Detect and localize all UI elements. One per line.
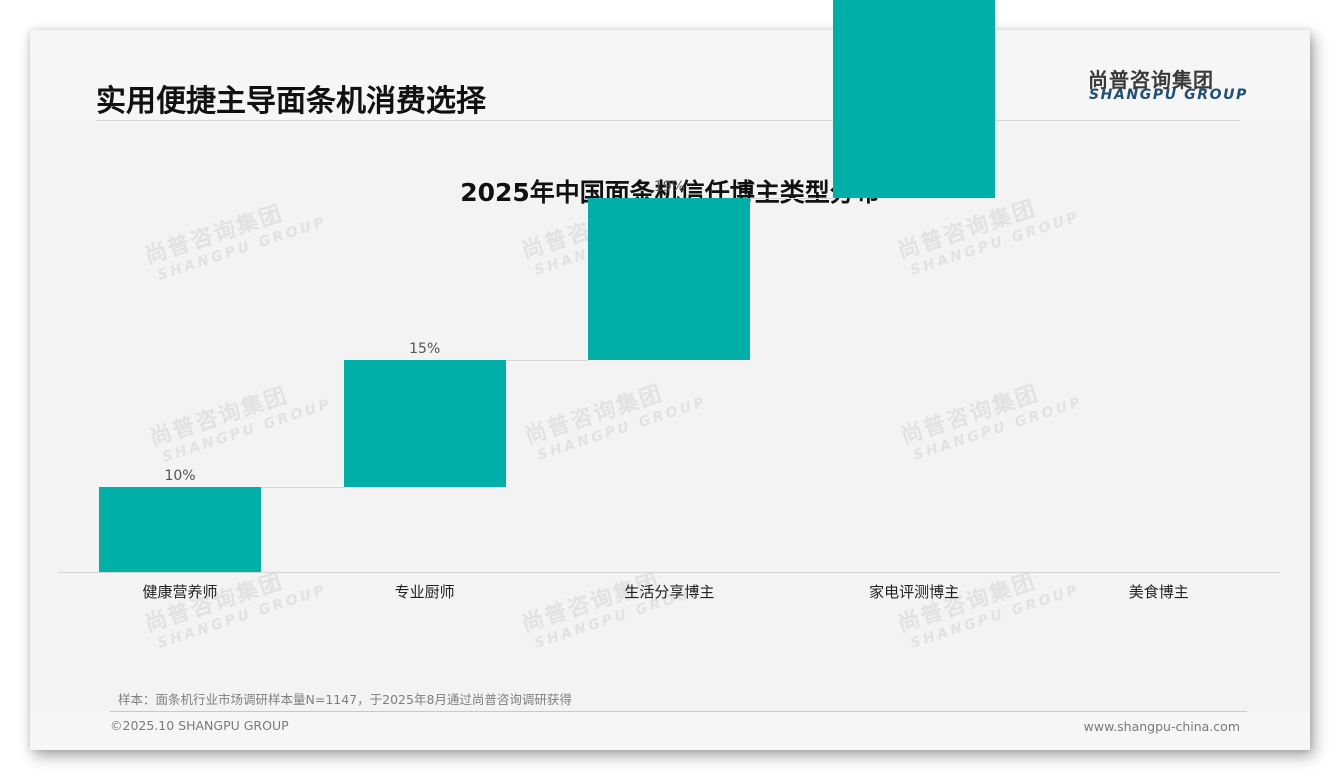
website-link[interactable]: www.shangpu-china.com (1083, 719, 1240, 734)
connector-line (261, 487, 344, 488)
bar-1 (99, 487, 261, 572)
bar-value-label: 15% (409, 340, 441, 357)
x-axis-line (58, 572, 1280, 573)
logo-chinese: 尚普咨询集团 (1088, 68, 1214, 92)
header-band (30, 30, 1310, 120)
category-label: 健康营养师 (142, 583, 218, 601)
page-title: 实用便捷主导面条机消费选择 (96, 84, 486, 119)
bar-3 (588, 198, 751, 360)
footer-divider (110, 711, 1247, 712)
bar-value-label: 10% (164, 468, 196, 484)
category-label: 美食博主 (1128, 583, 1189, 601)
logo-english: SHANGPU GROUP (1089, 87, 1248, 103)
footer-band (30, 712, 1310, 750)
bar-value-label: 19% (653, 179, 685, 195)
category-label: 生活分享博主 (624, 583, 715, 601)
category-label: 家电评测博主 (869, 583, 960, 601)
bar-2 (343, 359, 506, 487)
category-label: 专业厨师 (394, 583, 455, 601)
connector-line (750, 198, 834, 199)
bar-4 (833, 0, 996, 198)
copyright: ©2025.10 SHANGPU GROUP (110, 718, 289, 733)
slide: 实用便捷主导面条机消费选择 尚普咨询集团 SHANGPU GROUP 尚普咨询集… (30, 0, 1310, 750)
connector-line (505, 359, 589, 361)
sample-note: 样本：面条机行业市场调研样本量N=1147，于2025年8月通过尚普咨询调研获得 (118, 692, 572, 707)
header-divider (96, 120, 1240, 121)
